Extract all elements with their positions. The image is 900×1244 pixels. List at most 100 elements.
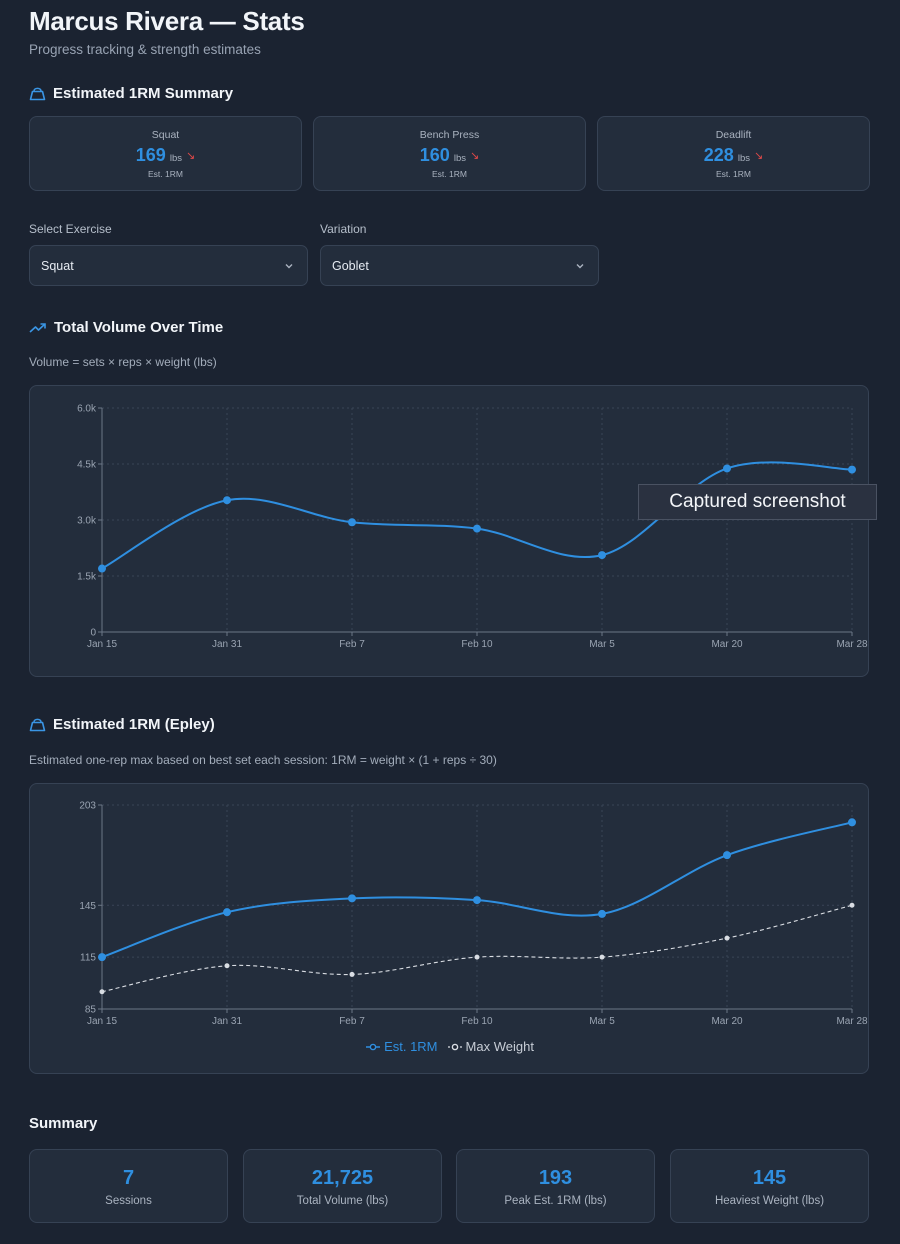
max-weight-line [101, 904, 853, 993]
unit-label: lbs [453, 153, 466, 164]
y-tick-label: 3.0k [77, 516, 97, 527]
line-marker-icon [447, 1043, 462, 1050]
summary-title: Summary [29, 1115, 98, 1132]
y-tick-label: 4.5k [77, 460, 97, 471]
volume-point [348, 518, 356, 527]
volume-chart-card: 0 1.5k 3.0k 4.5k 6.0k Jan 15 Jan 31 Feb 7 Feb 10… [29, 385, 869, 677]
max-weight-point [224, 963, 230, 969]
deadlift-1rm-card: Deadlift 228 lbs ↘ Est. 1RM [597, 116, 870, 191]
chart-legend: Est. 1RM Max Weight [30, 1039, 870, 1054]
y-tick-label: 6.0k [77, 404, 97, 415]
est-1rm-point [848, 818, 856, 827]
stat-value: 193 [538, 1167, 573, 1189]
max-weight-point [599, 954, 605, 960]
epley-note: Estimated one-rep max based on best set … [29, 753, 497, 767]
x-tick-label: Jan 15 [87, 1016, 117, 1027]
x-tick-label: Mar 5 [589, 639, 615, 650]
max-weight-point [349, 971, 355, 977]
one-rm-summary-title: Estimated 1RM Summary [53, 85, 234, 102]
est-1rm-point [723, 851, 731, 860]
volume-point [598, 551, 606, 560]
est-1rm-point [98, 953, 106, 962]
screenshot-tooltip: Captured screenshot [638, 484, 877, 520]
legend-item-est-1rm[interactable]: Est. 1RM [366, 1039, 438, 1054]
x-tick-label: Feb 7 [339, 639, 365, 650]
variation-select-value: Goblet [332, 258, 369, 273]
exercise-name: Deadlift [715, 129, 752, 141]
trending-down-icon: ↘ [469, 150, 480, 162]
page-subtitle: Progress tracking & strength estimates [29, 42, 261, 57]
unit-label: lbs [737, 153, 750, 164]
est-caption: Est. 1RM [148, 169, 183, 179]
x-tick-label: Mar 5 [589, 1016, 615, 1027]
volume-title: Total Volume Over Time [54, 319, 224, 336]
volume-point [223, 496, 231, 505]
volume-point [848, 465, 856, 474]
legend-item-max-weight[interactable]: Max Weight [447, 1039, 534, 1054]
volume-heading: Total Volume Over Time [29, 319, 223, 336]
y-tick-label: 0 [90, 628, 96, 639]
exercise-name: Squat [151, 129, 180, 141]
x-tick-label: Feb 10 [461, 1016, 493, 1027]
trending-down-icon: ↘ [753, 150, 764, 162]
x-tick-label: Jan 15 [87, 639, 117, 650]
legend-label: Max Weight [465, 1039, 534, 1054]
one-rm-value: 228 [703, 145, 734, 165]
stat-card-sessions: 7 Sessions [29, 1149, 228, 1223]
exercise-name: Bench Press [419, 129, 480, 141]
max-weight-point [474, 954, 480, 960]
stat-card-peak-1rm: 193 Peak Est. 1RM (lbs) [456, 1149, 655, 1223]
x-tick-label: Jan 31 [212, 1016, 242, 1027]
y-tick-label: 85 [85, 1005, 97, 1016]
variation-select[interactable]: Goblet [320, 245, 599, 286]
squat-1rm-card: Squat 169 lbs ↘ Est. 1RM [29, 116, 302, 191]
line-marker-icon [366, 1043, 381, 1050]
stat-label: Peak Est. 1RM (lbs) [504, 1195, 607, 1207]
est-caption: Est. 1RM [432, 169, 467, 179]
max-weight-point [724, 935, 730, 941]
est-1rm-point [348, 894, 356, 903]
y-tick-label: 1.5k [77, 572, 97, 583]
volume-point [723, 464, 731, 473]
page-title: Marcus Rivera — Stats [29, 6, 305, 36]
x-tick-label: Feb 10 [461, 639, 493, 650]
trending-up-icon [29, 322, 46, 333]
unit-label: lbs [169, 153, 182, 164]
legend-label: Est. 1RM [384, 1039, 438, 1054]
x-tick-label: Feb 7 [339, 1016, 365, 1027]
x-tick-label: Mar 20 [711, 1016, 743, 1027]
chevron-down-icon [285, 263, 293, 268]
stat-card-total-volume: 21,725 Total Volume (lbs) [243, 1149, 442, 1223]
y-tick-label: 145 [79, 901, 96, 912]
kettlebell-icon [29, 87, 46, 101]
max-weight-point [849, 902, 855, 908]
summary-heading: Summary [29, 1115, 97, 1132]
epley-chart-card: 85 115 145 203 Jan 15 Jan 31 Feb 7 Feb 10 Mar 5 M… [29, 783, 869, 1074]
est-caption: Est. 1RM [716, 169, 751, 179]
exercise-select-value: Squat [41, 258, 74, 273]
bench-press-1rm-card: Bench Press 160 lbs ↘ Est. 1RM [313, 116, 586, 191]
volume-point [473, 524, 481, 533]
one-rm-value: 169 [135, 145, 166, 165]
est-1rm-point [473, 896, 481, 905]
stat-value: 7 [122, 1167, 135, 1189]
x-tick-label: Mar 28 [836, 639, 868, 650]
y-tick-label: 115 [80, 953, 96, 964]
kettlebell-icon [29, 718, 46, 732]
variation-select-label: Variation [320, 222, 367, 236]
one-rm-value: 160 [419, 145, 450, 165]
epley-chart: 85 115 145 203 Jan 15 Jan 31 Feb 7 Feb 10 Mar 5 M… [79, 801, 868, 1028]
y-tick-label: 203 [79, 801, 96, 812]
stat-label: Heaviest Weight (lbs) [714, 1195, 825, 1207]
chevron-down-icon [576, 263, 584, 268]
est-1rm-point [598, 909, 606, 918]
x-tick-label: Mar 20 [711, 639, 743, 650]
trending-down-icon: ↘ [185, 150, 196, 162]
volume-note: Volume = sets × reps × weight (lbs) [29, 355, 217, 369]
exercise-select[interactable]: Squat [29, 245, 308, 286]
one-rm-summary-heading: Estimated 1RM Summary [29, 85, 233, 102]
epley-heading: Estimated 1RM (Epley) [29, 716, 215, 733]
stat-card-heaviest-weight: 145 Heaviest Weight (lbs) [670, 1149, 869, 1223]
stat-value: 145 [752, 1167, 787, 1189]
volume-chart: 0 1.5k 3.0k 4.5k 6.0k Jan 15 Jan 31 Feb 7 Feb 10… [77, 404, 868, 651]
